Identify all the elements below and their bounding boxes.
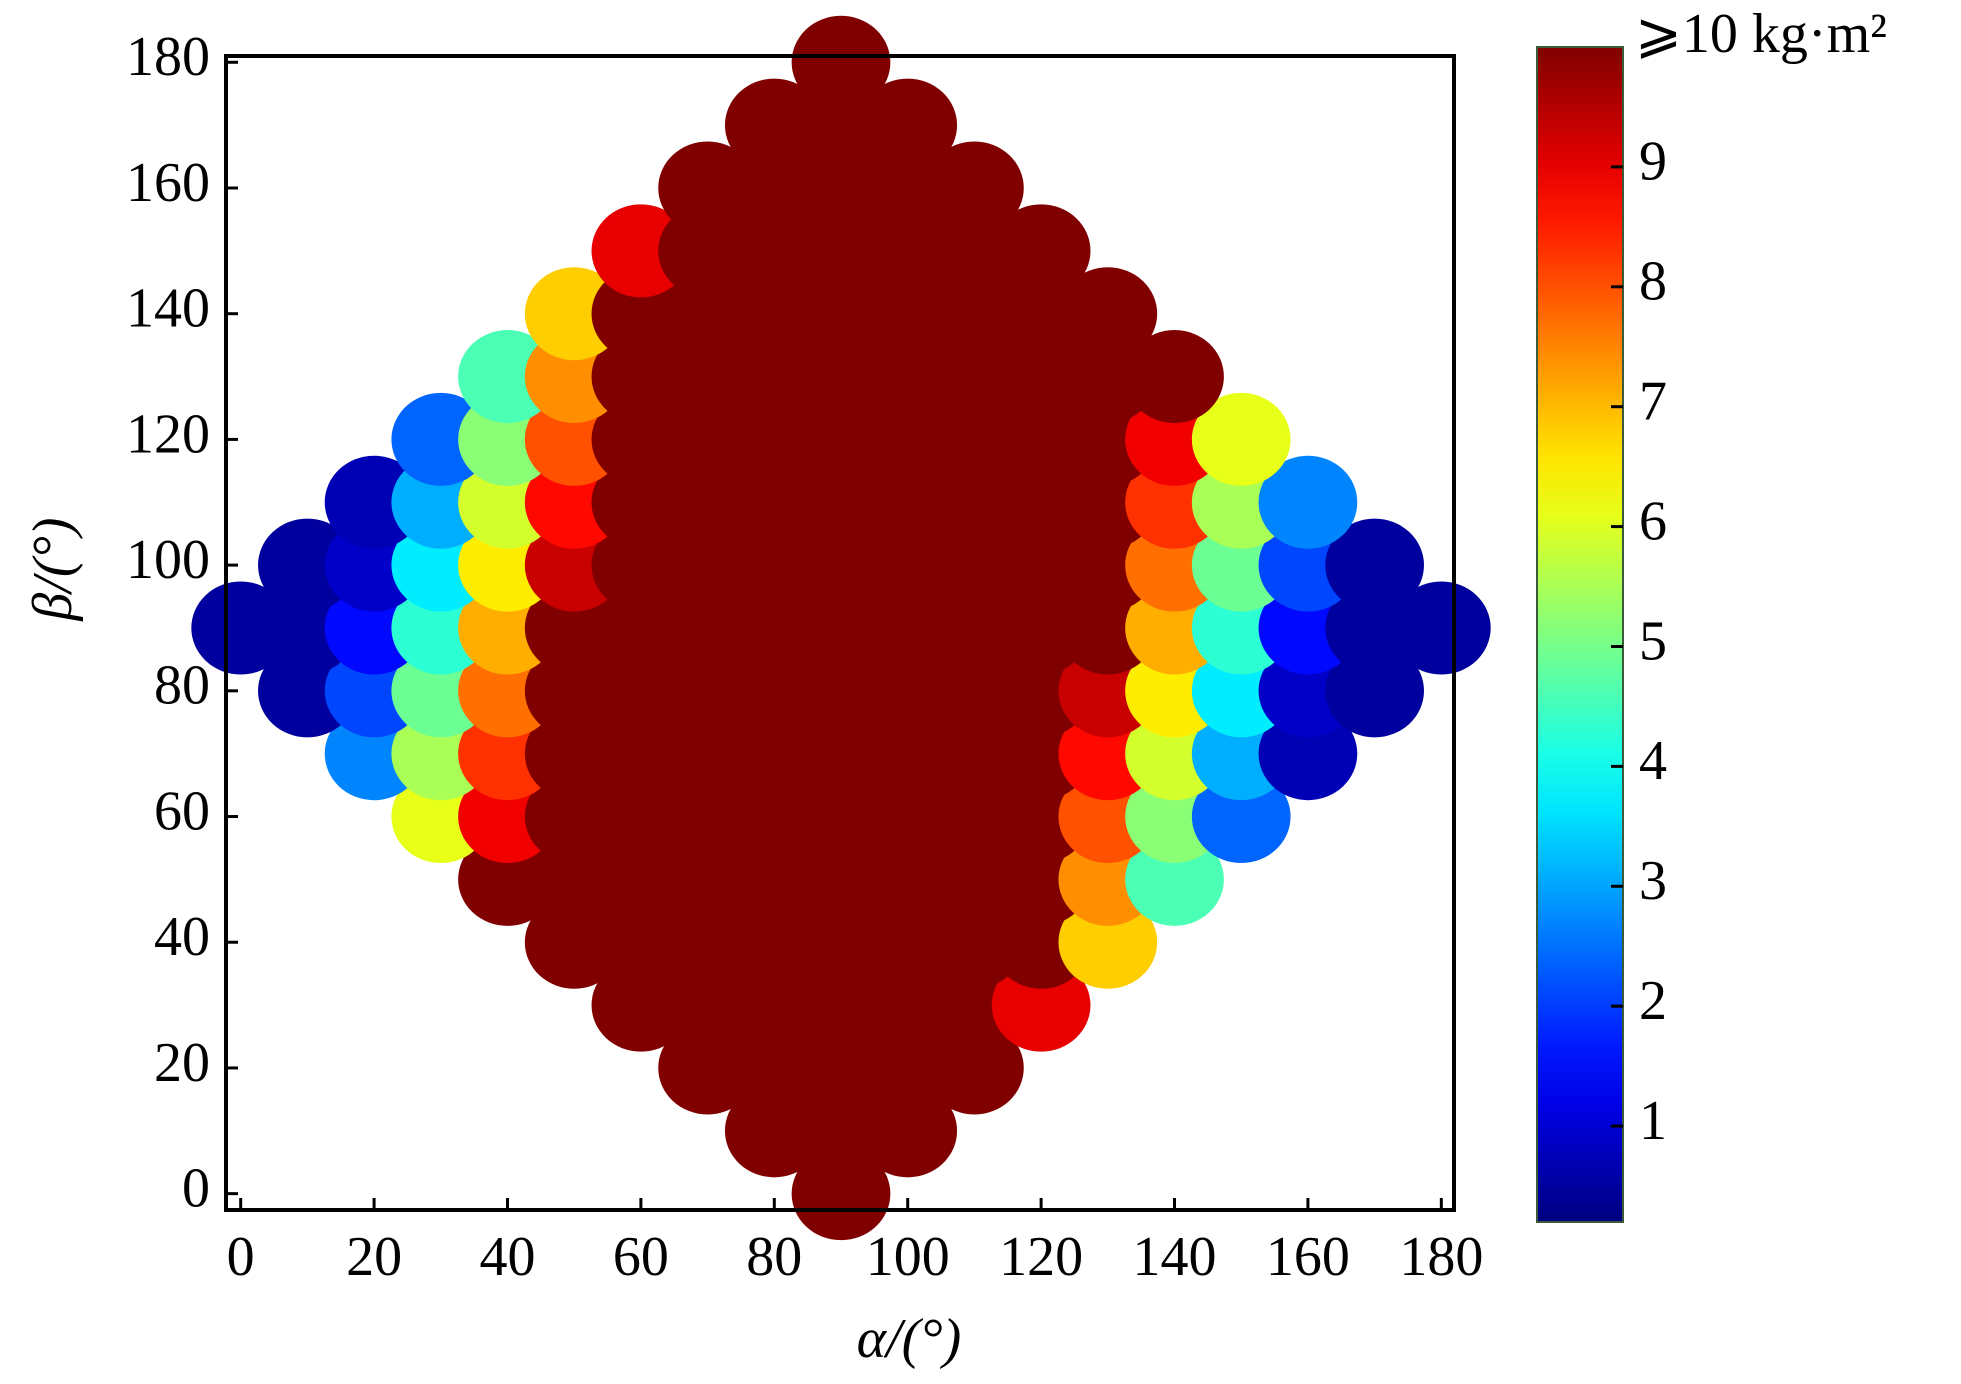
y-tick-label: 80 (154, 655, 210, 717)
cell (1258, 455, 1358, 549)
y-tick-label: 160 (126, 152, 210, 214)
y-tick-label: 0 (182, 1158, 210, 1220)
y-tick-label: 100 (126, 529, 210, 591)
x-tick-label: 60 (613, 1226, 669, 1288)
y-tick-label: 120 (126, 403, 210, 465)
y-tick-label: 180 (126, 26, 210, 88)
x-tick-label: 140 (1133, 1226, 1217, 1288)
colorbar-tick-label: 5 (1639, 610, 1667, 672)
colorbar-tick-label: 1 (1639, 1090, 1667, 1152)
x-tick-label: 160 (1266, 1226, 1350, 1288)
x-tick-label: 80 (746, 1226, 802, 1288)
x-tick-label: 180 (1399, 1226, 1483, 1288)
x-tick-label: 20 (346, 1226, 402, 1288)
x-axis-title: α/(°) (857, 1308, 962, 1370)
colorbar-tick-label: 7 (1639, 371, 1667, 433)
colorbar-tick-label: 3 (1639, 850, 1667, 912)
colorbar-tick-label: 4 (1639, 730, 1667, 792)
colorbar-tick-label: ⩾10 kg·m² (1635, 3, 1887, 65)
colorbar-tick-label: 8 (1639, 251, 1667, 313)
colorbar (1536, 46, 1624, 1223)
x-tick-label: 100 (866, 1226, 950, 1288)
cell (1391, 581, 1491, 675)
plot-frame (224, 54, 1456, 1212)
x-tick-label: 40 (479, 1226, 535, 1288)
y-tick-label: 60 (154, 780, 210, 842)
cell (1191, 392, 1291, 486)
plot-area (191, 15, 1491, 1241)
x-tick-label: 120 (999, 1226, 1083, 1288)
cell (925, 141, 1024, 235)
x-tick-label: 0 (227, 1226, 255, 1288)
y-tick-label: 20 (154, 1032, 210, 1094)
cell (991, 204, 1091, 298)
y-tick-label: 140 (126, 278, 210, 340)
y-axis-title: β/(°) (22, 517, 84, 621)
colorbar-tick-label: 6 (1639, 490, 1667, 552)
colorbar-tick-label: 2 (1639, 970, 1667, 1032)
cell (1125, 330, 1224, 424)
cell (858, 78, 958, 172)
cell (1325, 518, 1424, 612)
colorbar-tick-label: 9 (1639, 131, 1667, 193)
cell (791, 15, 891, 109)
y-tick-label: 40 (154, 906, 210, 968)
cell (1058, 267, 1158, 361)
